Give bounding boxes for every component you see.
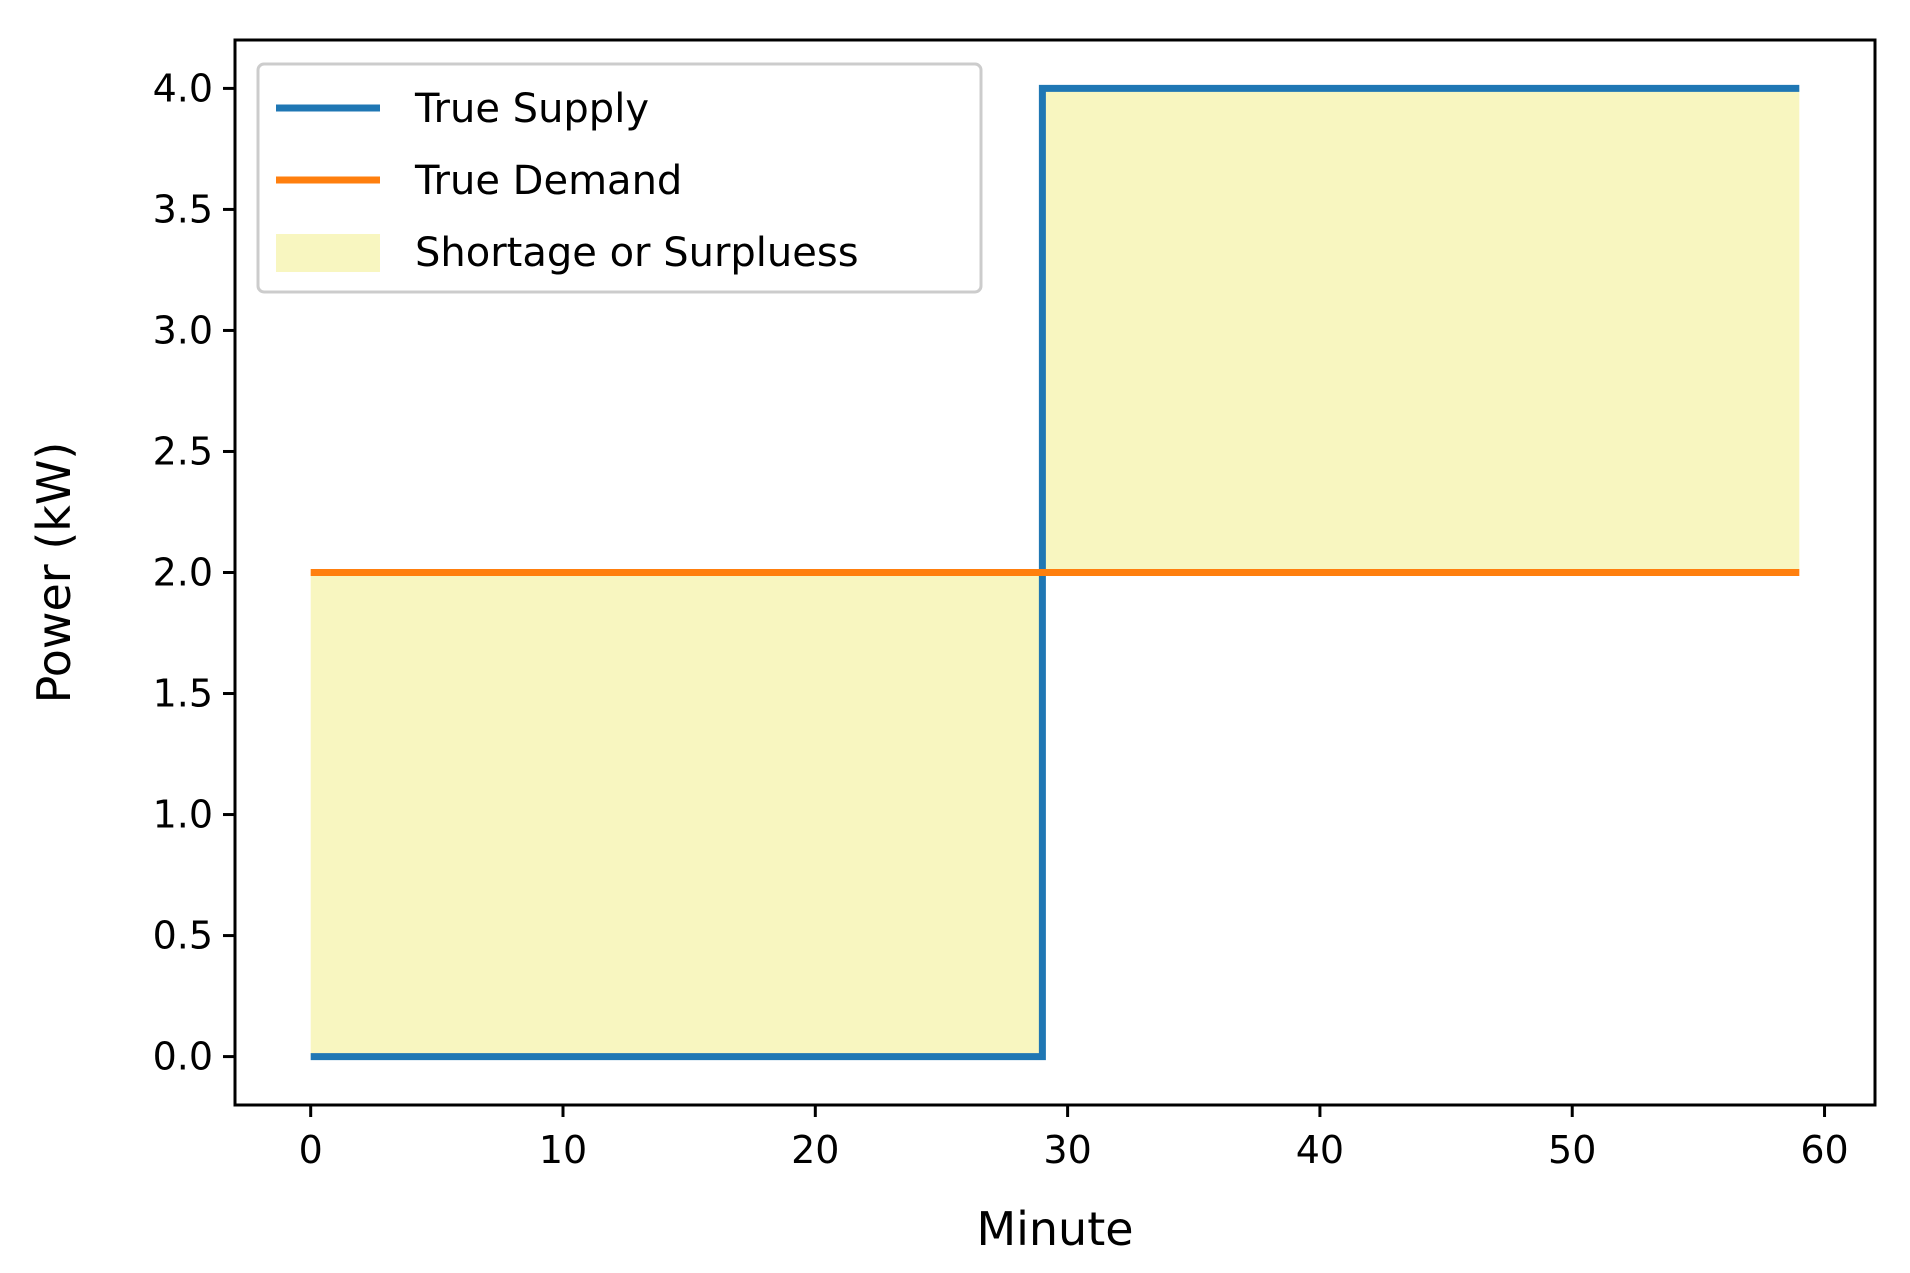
y-tick-label: 3.5 [153, 187, 213, 231]
x-tick-label: 30 [1043, 1128, 1091, 1172]
x-tick-label: 40 [1296, 1128, 1344, 1172]
x-axis-label: Minute [976, 1202, 1133, 1256]
y-tick-label: 2.0 [153, 551, 213, 595]
series-layer [310, 84, 1800, 1061]
x-tick-label: 0 [299, 1128, 323, 1172]
x-axis-ticks: 0 10 20 30 40 50 60 [299, 1105, 1849, 1172]
y-tick-label: 1.0 [153, 793, 213, 837]
y-tick-label: 4.0 [153, 66, 213, 110]
y-tick-label: 2.5 [153, 429, 213, 473]
legend-box [256, 62, 983, 294]
legend-swatch-shortage-or-surpluess [276, 234, 380, 272]
y-axis-label: Power (kW) [27, 442, 81, 704]
y-tick-label: 0.5 [153, 914, 213, 958]
legend: True Supply True Demand Shortage or Surplu… [256, 62, 983, 294]
y-tick-label: 0.0 [153, 1035, 213, 1079]
x-tick-label: 20 [791, 1128, 839, 1172]
legend-label-shortage-or-surpluess: Shortage or Surpluess [415, 230, 859, 276]
x-tick-label: 60 [1800, 1128, 1848, 1172]
x-tick-label: 50 [1548, 1128, 1596, 1172]
y-axis-ticks: 0.0 0.5 1.0 1.5 2.0 2.5 3.0 3.5 4.0 [153, 66, 235, 1079]
y-tick-label: 1.5 [153, 672, 213, 716]
legend-label-true-demand: True Demand [414, 158, 682, 204]
x-tick-label: 10 [539, 1128, 587, 1172]
y-tick-label: 3.0 [153, 308, 213, 352]
legend-label-true-supply: True Supply [414, 86, 649, 132]
